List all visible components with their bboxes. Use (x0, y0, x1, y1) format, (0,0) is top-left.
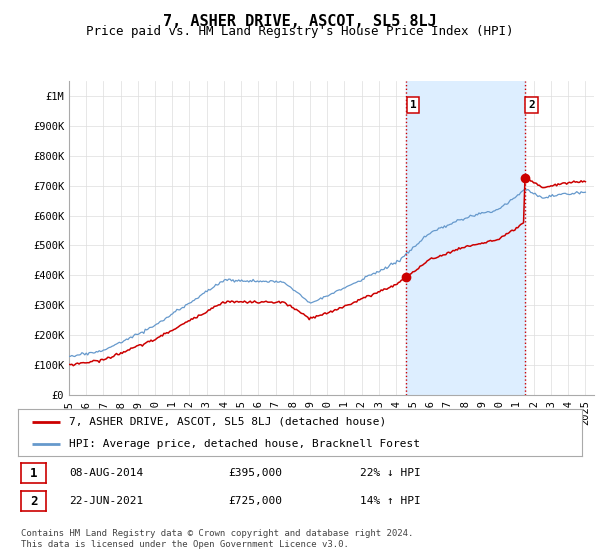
Text: 22% ↓ HPI: 22% ↓ HPI (360, 468, 421, 478)
Text: £395,000: £395,000 (228, 468, 282, 478)
Text: 1: 1 (30, 466, 37, 480)
Text: 7, ASHER DRIVE, ASCOT, SL5 8LJ: 7, ASHER DRIVE, ASCOT, SL5 8LJ (163, 14, 437, 29)
Text: 7, ASHER DRIVE, ASCOT, SL5 8LJ (detached house): 7, ASHER DRIVE, ASCOT, SL5 8LJ (detached… (69, 417, 386, 427)
Text: Price paid vs. HM Land Registry's House Price Index (HPI): Price paid vs. HM Land Registry's House … (86, 25, 514, 38)
Text: 08-AUG-2014: 08-AUG-2014 (69, 468, 143, 478)
Bar (406, 81, 524, 395)
Text: 14% ↑ HPI: 14% ↑ HPI (360, 496, 421, 506)
Text: 2: 2 (30, 494, 37, 508)
Text: £725,000: £725,000 (228, 496, 282, 506)
Text: Contains HM Land Registry data © Crown copyright and database right 2024.
This d: Contains HM Land Registry data © Crown c… (21, 529, 413, 549)
Text: 22-JUN-2021: 22-JUN-2021 (69, 496, 143, 506)
Text: 1: 1 (410, 100, 416, 110)
Text: HPI: Average price, detached house, Bracknell Forest: HPI: Average price, detached house, Brac… (69, 438, 420, 449)
Text: 2: 2 (528, 100, 535, 110)
